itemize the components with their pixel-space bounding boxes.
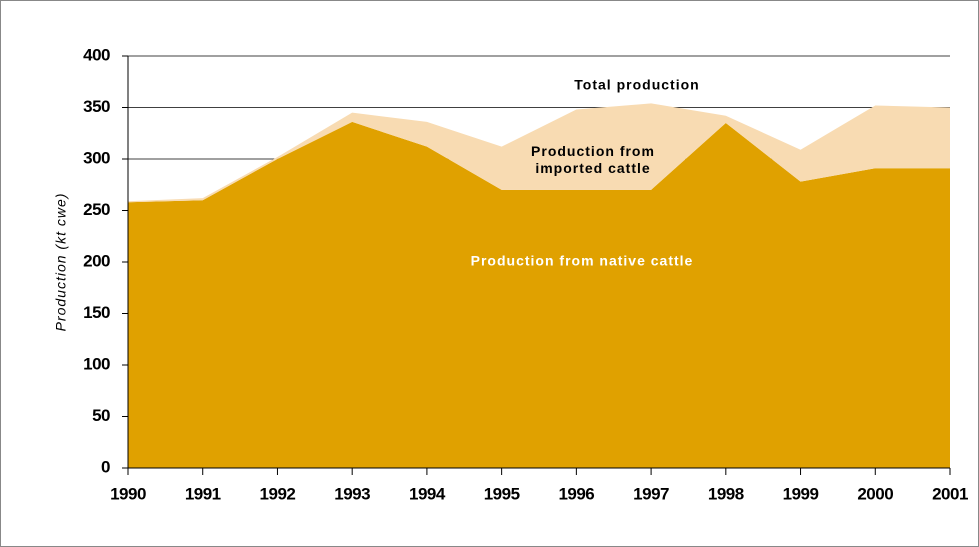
y-tick-label: 400 [83,45,110,64]
y-tick-label: 50 [92,406,110,425]
y-tick-label: 350 [83,97,110,116]
y-tick-label: 100 [83,354,110,373]
x-tick-label: 1992 [260,484,296,503]
y-axis-label: Production (kt cwe) [53,193,69,332]
area [128,103,950,203]
x-tick-label: 2001 [932,484,968,503]
x-tick-label: 1990 [110,484,146,503]
area [128,121,950,469]
x-tick-label: 1994 [409,484,446,503]
y-tick-label: 200 [83,251,110,270]
series-label: Production from imported cattle [531,143,655,176]
y-tick-label: 300 [83,148,110,167]
x-tick-label: 1996 [558,484,594,503]
y-tick-label: 0 [101,457,110,476]
x-tick-label: 2000 [857,484,893,503]
x-tick-label: 1999 [783,484,819,503]
x-tick-label: 1995 [484,484,520,503]
x-tick-label: 1997 [633,484,669,503]
y-tick-label: 250 [83,200,110,219]
annotation: Total production [574,77,699,93]
series-label: Production from native cattle [471,253,694,269]
x-tick-label: 1991 [185,484,221,503]
x-tick-label: 1993 [334,484,370,503]
x-tick-label: 1998 [708,484,744,503]
y-tick-label: 150 [83,303,110,322]
